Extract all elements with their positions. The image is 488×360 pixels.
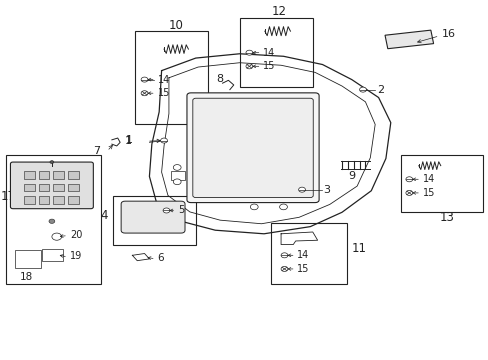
Circle shape xyxy=(173,165,181,170)
Text: 8: 8 xyxy=(216,74,223,84)
Text: 14: 14 xyxy=(263,48,275,58)
Circle shape xyxy=(298,187,305,192)
Text: 1: 1 xyxy=(125,135,132,145)
Text: 17: 17 xyxy=(0,190,16,203)
Circle shape xyxy=(173,179,181,185)
Text: 15: 15 xyxy=(297,264,309,274)
Text: 10: 10 xyxy=(168,19,183,32)
Bar xyxy=(131,207,159,225)
Circle shape xyxy=(163,208,169,213)
Text: 16: 16 xyxy=(441,29,455,39)
Bar xyxy=(5,155,101,284)
FancyBboxPatch shape xyxy=(186,93,319,203)
Bar xyxy=(39,171,49,179)
Circle shape xyxy=(160,138,167,143)
Text: 14: 14 xyxy=(422,174,434,184)
Text: 15: 15 xyxy=(422,188,434,198)
Circle shape xyxy=(49,219,55,224)
Bar xyxy=(53,171,64,179)
FancyBboxPatch shape xyxy=(10,162,93,209)
Text: 3: 3 xyxy=(323,185,330,195)
Circle shape xyxy=(281,253,287,258)
Text: 7: 7 xyxy=(93,145,101,156)
Bar xyxy=(53,196,64,204)
FancyBboxPatch shape xyxy=(192,98,313,198)
Text: 15: 15 xyxy=(158,88,170,98)
Circle shape xyxy=(141,77,148,82)
Text: 19: 19 xyxy=(70,251,82,261)
Bar xyxy=(113,196,195,244)
Bar xyxy=(39,184,49,192)
Bar xyxy=(24,184,35,192)
Text: 6: 6 xyxy=(158,253,164,263)
Text: 15: 15 xyxy=(263,61,275,71)
Text: 13: 13 xyxy=(439,211,453,224)
Circle shape xyxy=(250,204,258,210)
Circle shape xyxy=(279,204,287,210)
Circle shape xyxy=(281,266,287,271)
Bar xyxy=(24,196,35,204)
Circle shape xyxy=(52,233,61,240)
Bar xyxy=(68,184,79,192)
Bar xyxy=(39,196,49,204)
Circle shape xyxy=(245,64,252,69)
Circle shape xyxy=(245,50,252,55)
Bar xyxy=(68,171,79,179)
Bar xyxy=(239,18,312,87)
Circle shape xyxy=(141,91,148,96)
Text: 1: 1 xyxy=(124,136,131,146)
Text: 14: 14 xyxy=(297,250,309,260)
Circle shape xyxy=(50,161,54,163)
Bar xyxy=(271,223,346,284)
Bar xyxy=(53,184,64,192)
Bar xyxy=(24,171,35,179)
Bar xyxy=(135,31,207,125)
Text: 20: 20 xyxy=(70,230,82,240)
Text: 12: 12 xyxy=(271,5,286,18)
Text: 9: 9 xyxy=(347,171,355,181)
Text: 11: 11 xyxy=(351,242,366,255)
Bar xyxy=(42,249,63,261)
Text: 4: 4 xyxy=(101,210,108,222)
Bar xyxy=(400,155,483,212)
Bar xyxy=(68,196,79,204)
Text: 14: 14 xyxy=(158,75,170,85)
Bar xyxy=(15,250,41,268)
Circle shape xyxy=(405,177,412,182)
FancyBboxPatch shape xyxy=(121,201,184,233)
Text: 18: 18 xyxy=(20,272,33,282)
Circle shape xyxy=(405,190,412,195)
Text: 5: 5 xyxy=(177,206,183,216)
Text: 2: 2 xyxy=(376,85,384,95)
Circle shape xyxy=(359,87,366,92)
Bar xyxy=(171,171,184,180)
Polygon shape xyxy=(384,30,433,49)
